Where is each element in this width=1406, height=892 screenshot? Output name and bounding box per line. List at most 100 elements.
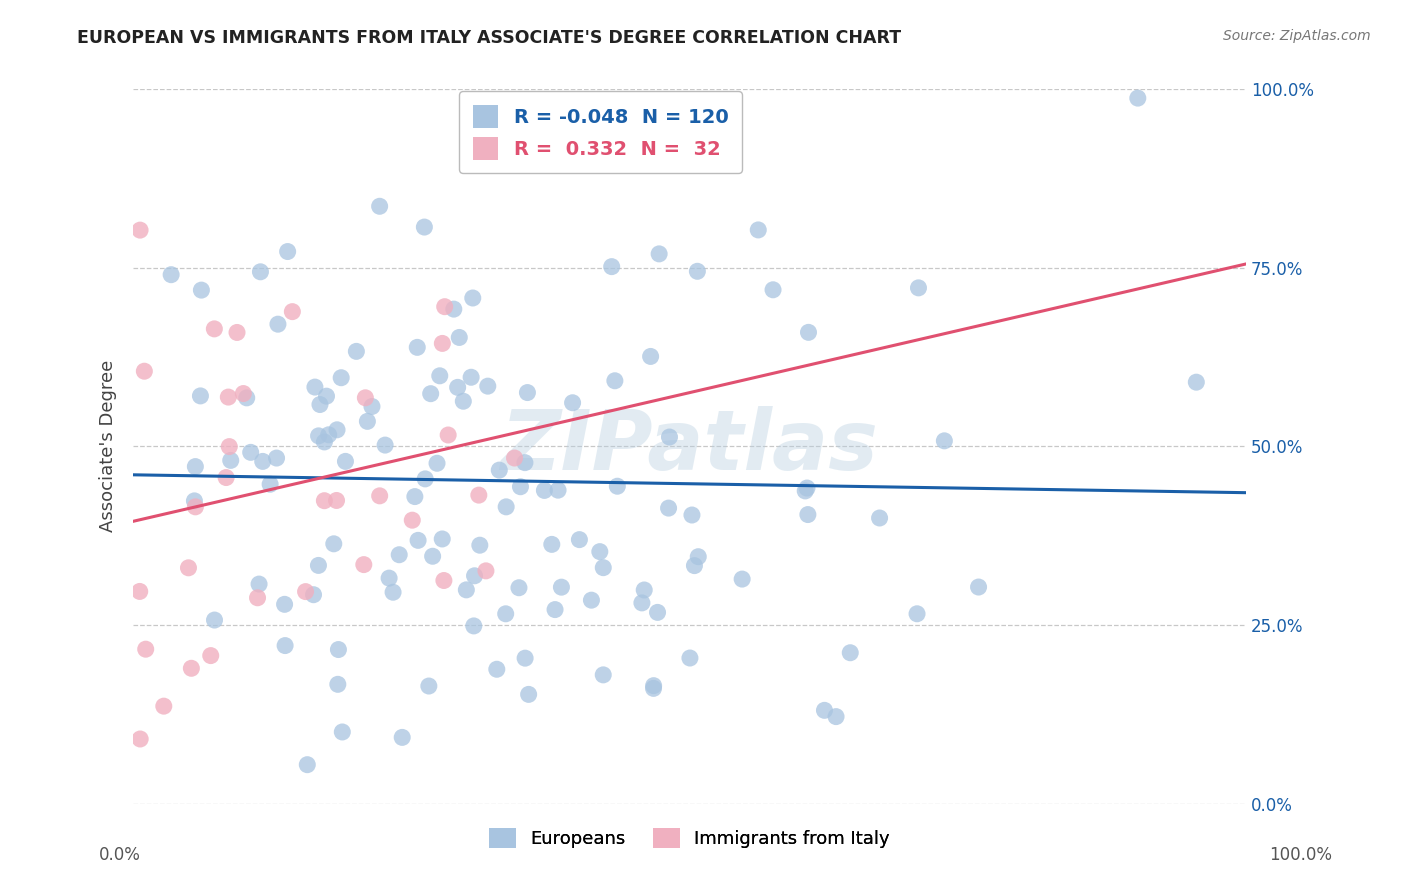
Point	[406, 533, 429, 548]
Point	[797, 326, 820, 340]
Point	[294, 584, 316, 599]
Point	[128, 584, 150, 599]
Point	[190, 389, 212, 403]
Point	[513, 651, 536, 665]
Point	[422, 549, 444, 564]
Point	[429, 368, 451, 383]
Point	[446, 380, 468, 394]
Point	[495, 500, 517, 514]
Point	[326, 423, 349, 437]
Text: ZIPatlas: ZIPatlas	[501, 406, 879, 487]
Point	[246, 591, 269, 605]
Point	[456, 582, 478, 597]
Point	[326, 677, 349, 691]
Point	[762, 283, 785, 297]
Point	[544, 602, 567, 616]
Point	[318, 427, 340, 442]
Text: 0.0%: 0.0%	[98, 846, 141, 863]
Point	[592, 560, 614, 574]
Point	[129, 731, 152, 746]
Point	[190, 283, 212, 297]
Point	[413, 472, 436, 486]
Point	[603, 374, 626, 388]
Point	[681, 508, 703, 522]
Point	[686, 264, 709, 278]
Point	[404, 490, 426, 504]
Point	[247, 577, 270, 591]
Point	[679, 651, 702, 665]
Point	[658, 501, 681, 516]
Point	[503, 450, 526, 465]
Point	[232, 386, 254, 401]
Point	[218, 440, 240, 454]
Point	[226, 326, 249, 340]
Point	[129, 223, 152, 237]
Text: EUROPEAN VS IMMIGRANTS FROM ITALY ASSOCIATE'S DEGREE CORRELATION CHART: EUROPEAN VS IMMIGRANTS FROM ITALY ASSOCI…	[77, 29, 901, 46]
Point	[274, 639, 297, 653]
Point	[328, 642, 350, 657]
Point	[374, 438, 396, 452]
Point	[495, 607, 517, 621]
Point	[934, 434, 956, 448]
Point	[825, 709, 848, 723]
Point	[215, 470, 238, 484]
Point	[418, 679, 440, 693]
Point	[468, 488, 491, 502]
Point	[688, 549, 710, 564]
Point	[314, 434, 336, 449]
Point	[180, 661, 202, 675]
Point	[477, 379, 499, 393]
Point	[731, 572, 754, 586]
Point	[432, 532, 454, 546]
Point	[391, 731, 413, 745]
Point	[426, 456, 449, 470]
Point	[330, 725, 353, 739]
Point	[322, 537, 344, 551]
Point	[433, 300, 456, 314]
Point	[267, 317, 290, 331]
Point	[307, 558, 329, 573]
Point	[813, 703, 835, 717]
Point	[443, 302, 465, 317]
Point	[184, 459, 207, 474]
Point	[134, 364, 156, 378]
Point	[547, 483, 569, 497]
Point	[325, 493, 347, 508]
Point	[406, 340, 429, 354]
Point	[330, 370, 353, 384]
Point	[485, 662, 508, 676]
Point	[354, 391, 377, 405]
Point	[631, 596, 654, 610]
Point	[249, 265, 271, 279]
Point	[273, 597, 295, 611]
Point	[449, 330, 471, 344]
Point	[796, 481, 818, 495]
Point	[382, 585, 405, 599]
Point	[1185, 375, 1208, 389]
Point	[967, 580, 990, 594]
Point	[683, 558, 706, 573]
Point	[281, 304, 304, 318]
Point	[433, 574, 456, 588]
Point	[461, 291, 484, 305]
Point	[378, 571, 401, 585]
Point	[177, 561, 200, 575]
Point	[516, 385, 538, 400]
Legend: Europeans, Immigrants from Italy: Europeans, Immigrants from Italy	[482, 821, 897, 855]
Point	[304, 380, 326, 394]
Point	[453, 394, 475, 409]
Text: 100.0%: 100.0%	[1270, 846, 1331, 863]
Point	[509, 480, 531, 494]
Point	[550, 580, 572, 594]
Point	[905, 607, 928, 621]
Point	[437, 428, 460, 442]
Point	[606, 479, 628, 493]
Point	[648, 247, 671, 261]
Point	[335, 454, 357, 468]
Point	[581, 593, 603, 607]
Point	[513, 456, 536, 470]
Point	[488, 463, 510, 477]
Point	[277, 244, 299, 259]
Point	[643, 679, 665, 693]
Point	[508, 581, 530, 595]
